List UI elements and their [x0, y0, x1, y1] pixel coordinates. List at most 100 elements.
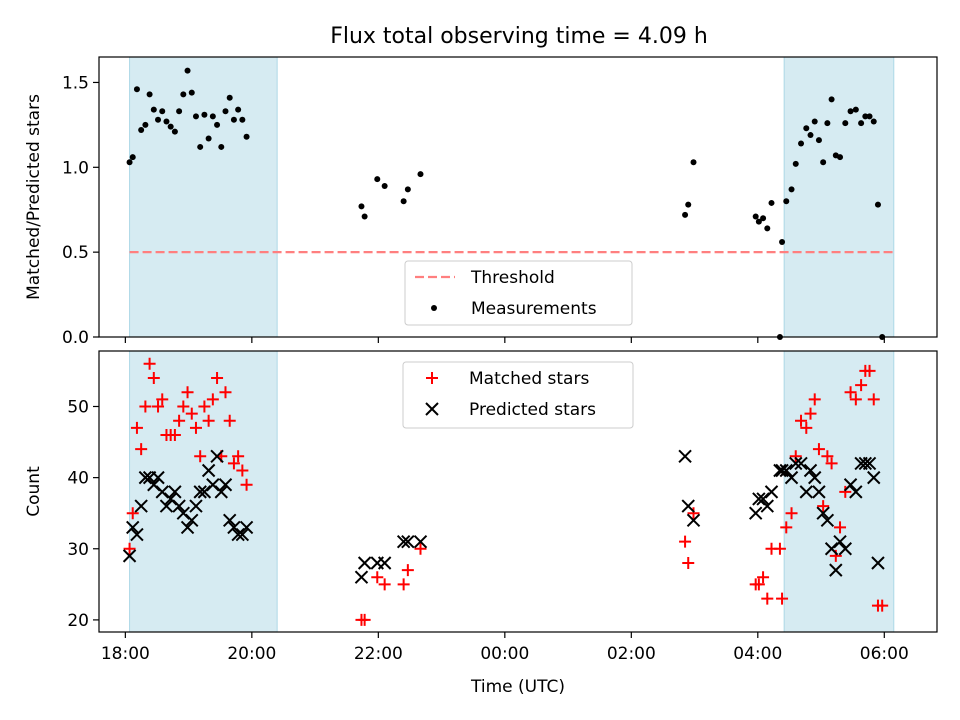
- predicted-stars-point: [833, 534, 847, 549]
- matched-stars-point: [401, 564, 414, 577]
- measurement-point: [205, 135, 212, 142]
- measurement-point: [820, 159, 827, 166]
- legend-label: Measurements: [471, 299, 597, 319]
- measurement-point: [788, 186, 795, 193]
- measurement-point: [862, 113, 869, 120]
- measurement-point: [866, 113, 873, 120]
- measurement-point: [180, 91, 187, 98]
- matched-stars-point: [358, 613, 371, 626]
- predicted-stars-point: [799, 485, 814, 499]
- measurement-point: [417, 171, 424, 178]
- predicted-stars-point: [413, 534, 428, 549]
- predicted-stars-point: [168, 485, 182, 499]
- measurement-point: [858, 120, 865, 127]
- matched-stars-point: [825, 457, 838, 470]
- matched-stars-point: [397, 578, 410, 591]
- measurement-point: [176, 108, 183, 115]
- legend-box: [402, 361, 634, 429]
- matched-stars-point: [821, 450, 834, 463]
- predicted-stars-point: [214, 485, 228, 499]
- measurement-point: [226, 94, 233, 101]
- matched-stars-point: [812, 443, 825, 456]
- matched-stars-point: [761, 592, 774, 605]
- matched-stars-point: [206, 393, 219, 406]
- measurement-point: [129, 154, 136, 161]
- legend: Matched stars Predicted stars: [402, 361, 634, 429]
- matched-stars-point: [211, 372, 224, 385]
- measurement-point: [201, 111, 208, 118]
- measurement-point: [163, 118, 170, 125]
- y-tick-label: 1.5: [62, 73, 89, 93]
- measurement-point: [239, 116, 246, 123]
- chart-title: Flux total observing time = 4.09 h: [330, 24, 708, 49]
- matched-stars-point: [130, 421, 143, 434]
- measurement-point: [847, 108, 854, 115]
- predicted-stars-point: [401, 534, 415, 549]
- matched-stars-point: [785, 507, 798, 520]
- matched-stars-point: [844, 386, 857, 399]
- ratio-panel: 0.0 0.5 1.0 1.5 Matched/Predicted stars Thres…: [24, 56, 938, 348]
- matched-stars-point: [135, 443, 148, 456]
- measurement-point: [358, 203, 365, 210]
- matched-stars-point: [147, 372, 160, 385]
- predicted-stars-point: [764, 485, 779, 499]
- measurement-point: [760, 215, 767, 222]
- predicted-stars-point: [235, 527, 250, 542]
- measurement-point: [126, 159, 133, 166]
- measurement-point: [138, 126, 145, 133]
- y-tick-label: 30: [67, 540, 89, 560]
- predicted-stars-point: [748, 506, 763, 520]
- x-tick-label: 22:00: [354, 644, 403, 664]
- predicted-stars-point: [820, 513, 835, 528]
- predicted-stars-point: [130, 527, 144, 542]
- predicted-stars-point: [189, 499, 203, 513]
- measurement-point: [768, 199, 775, 206]
- matched-stars-point: [173, 414, 186, 427]
- predicted-stars-point: [808, 470, 822, 485]
- legend-label: Matched stars: [469, 369, 589, 389]
- measurement-point: [815, 137, 822, 144]
- predicted-stars-point: [357, 556, 372, 570]
- matched-stars-point: [219, 386, 232, 399]
- matched-stars-point: [414, 542, 427, 555]
- measurement-point: [146, 91, 153, 98]
- measurement-point: [798, 140, 805, 147]
- legend-measurement-swatch: [431, 305, 437, 311]
- matched-stars-point: [240, 478, 253, 491]
- predicted-stars-point: [867, 470, 881, 485]
- measurement-point: [828, 96, 835, 103]
- measurement-point: [167, 123, 174, 130]
- y-tick-label: 0.0: [62, 328, 89, 348]
- measurement-point: [192, 113, 199, 120]
- y-axis-label: Matched/Predicted stars: [24, 94, 44, 300]
- measurement-point: [230, 116, 237, 123]
- predicted-stars-point: [172, 499, 186, 513]
- matched-stars-point: [817, 500, 830, 513]
- predicted-stars-point: [789, 456, 803, 471]
- y-tick-label: 0.5: [62, 243, 89, 263]
- matched-stars-point: [143, 357, 156, 370]
- matched-stars-point: [795, 414, 808, 427]
- matched-stars-point: [156, 393, 169, 406]
- x-tick-label: 04:00: [733, 644, 782, 664]
- measurement-point: [874, 201, 881, 208]
- matched-stars-point: [849, 393, 862, 406]
- predicted-stars-point: [239, 520, 254, 535]
- predicted-stars-point: [858, 456, 873, 471]
- measurement-point: [811, 118, 818, 125]
- predicted-stars-point: [180, 520, 195, 535]
- predicted-stars-point: [222, 513, 237, 528]
- measurement-point: [184, 67, 191, 74]
- matched-stars-point: [185, 407, 198, 420]
- predicted-stars-point: [193, 485, 207, 499]
- matched-stars-point: [757, 571, 770, 584]
- predicted-stars-point: [185, 513, 199, 528]
- predicted-stars-point: [760, 499, 774, 513]
- matched-stars-point: [863, 364, 876, 377]
- predicted-stars-point: [775, 463, 789, 478]
- matched-stars-point: [198, 400, 211, 413]
- predicted-stars-point: [210, 449, 224, 463]
- measurement-point: [779, 238, 786, 245]
- predicted-stars-point: [829, 563, 843, 577]
- measurement-point: [159, 108, 166, 115]
